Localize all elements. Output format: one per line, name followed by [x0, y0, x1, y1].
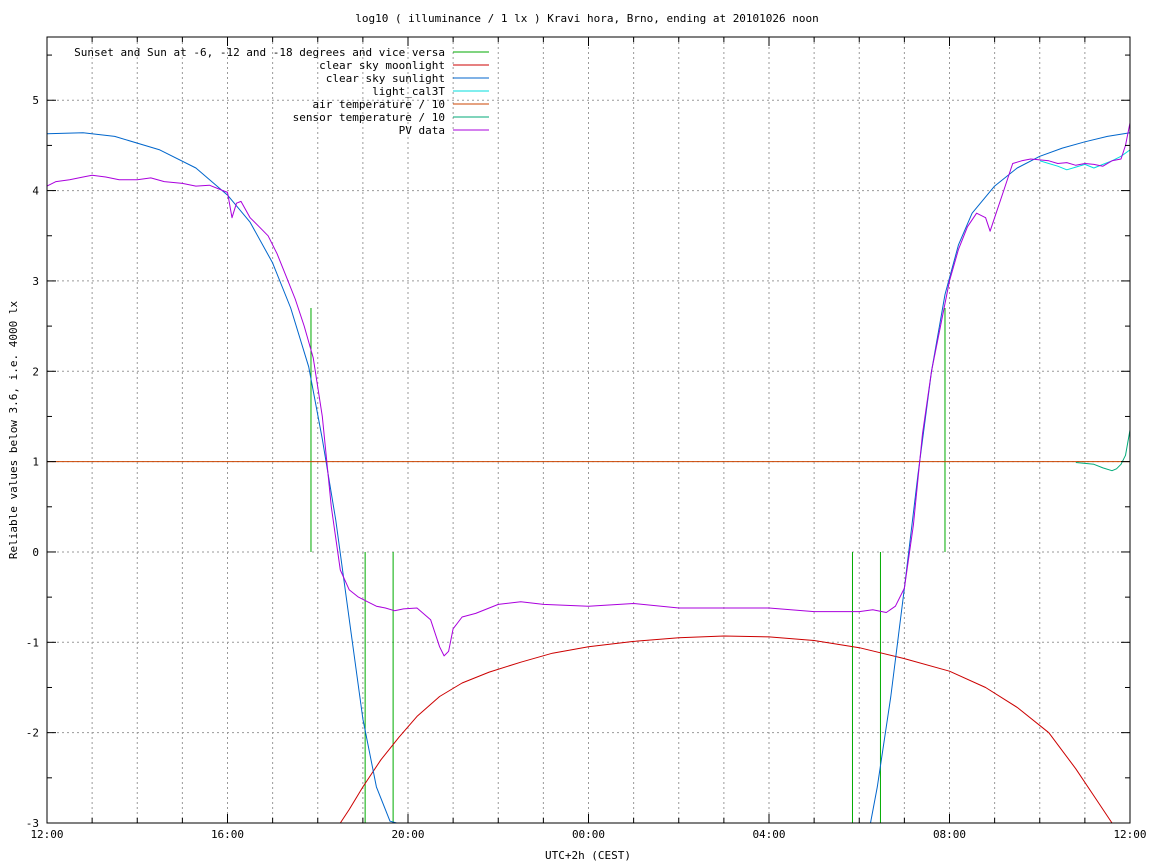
- x-tick-label: 04:00: [752, 828, 785, 841]
- legend-label: clear sky moonlight: [319, 59, 445, 72]
- legend: Sunset and Sun at -6, -12 and -18 degree…: [74, 46, 489, 137]
- plot-frame: [46, 36, 1131, 824]
- y-tick-label: 1: [32, 456, 39, 469]
- chart-title: log10 ( illuminance / 1 lx ) Kravi hora,…: [355, 12, 819, 25]
- series-line-3: [1039, 149, 1131, 171]
- series-line-5: [1075, 429, 1131, 472]
- grid: [47, 37, 1130, 823]
- legend-label: light_cal3T: [372, 85, 445, 98]
- y-tick-label: 4: [32, 185, 39, 198]
- x-tick-label: 12:00: [1113, 828, 1146, 841]
- tick-labels: 12:00 16:00 20:00 00:00 04:00 08:00 12:00-3-2-…: [26, 94, 1147, 841]
- legend-label: PV data: [399, 124, 445, 137]
- x-tick-label: 12:00: [30, 828, 63, 841]
- x-tick-label: 16:00: [211, 828, 244, 841]
- ticks: [46, 37, 1131, 824]
- x-tick-label: 08:00: [933, 828, 966, 841]
- x-axis-label: UTC+2h (CEST): [545, 849, 631, 862]
- series-layer: [46, 122, 1131, 824]
- legend-label: Sunset and Sun at -6, -12 and -18 degree…: [74, 46, 445, 59]
- x-tick-label: 00:00: [572, 828, 605, 841]
- y-tick-label: 5: [32, 94, 39, 107]
- legend-label: air temperature / 10: [313, 98, 445, 111]
- series-line-1: [339, 635, 1113, 824]
- y-axis-label: Reliable values below 3.6, i.e. 4000 lx: [7, 300, 20, 559]
- y-tick-label: 2: [32, 365, 39, 378]
- y-tick-label: -2: [26, 727, 39, 740]
- y-tick-label: -3: [26, 817, 39, 830]
- legend-label: sensor temperature / 10: [293, 111, 445, 124]
- series-line-6: [46, 122, 1131, 657]
- y-tick-label: -1: [26, 636, 39, 649]
- x-tick-label: 20:00: [391, 828, 424, 841]
- legend-label: clear sky sunlight: [326, 72, 445, 85]
- y-tick-label: 3: [32, 275, 39, 288]
- y-tick-label: 0: [32, 546, 39, 559]
